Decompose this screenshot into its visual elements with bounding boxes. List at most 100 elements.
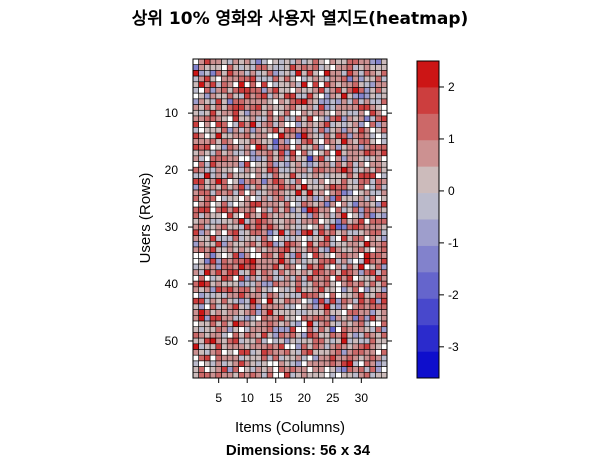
heatmap-cell <box>272 326 279 333</box>
heatmap-cell <box>289 337 297 345</box>
heatmap-cell <box>318 149 325 157</box>
heatmap-cell <box>301 360 308 367</box>
heatmap-cell <box>244 354 251 362</box>
heatmap-cell <box>380 172 388 179</box>
heatmap-cell <box>215 166 222 174</box>
heatmap-cell <box>352 315 359 322</box>
heatmap-cell <box>221 366 228 373</box>
heatmap-cell <box>226 172 234 179</box>
heatmap-cell <box>335 371 342 379</box>
heatmap-cell <box>346 75 354 83</box>
heatmap-cell <box>192 218 200 225</box>
heatmap-cell <box>346 189 354 197</box>
heatmap-cell <box>341 332 348 339</box>
heatmap-cell <box>198 292 205 299</box>
heatmap-cell <box>363 195 371 202</box>
heatmap-cell <box>238 75 245 83</box>
heatmap-cell <box>380 184 388 191</box>
heatmap-cell <box>249 132 257 140</box>
chart-title: 상위 10% 영화와 사용자 열지도(heatmap) <box>132 9 469 29</box>
heatmap-cell <box>363 354 371 362</box>
heatmap-cell <box>329 303 336 310</box>
heatmap-cell <box>283 349 291 356</box>
heatmap-cell <box>323 246 331 253</box>
heatmap-cell <box>272 121 279 128</box>
heatmap-cell <box>301 258 308 265</box>
heatmap-cell <box>346 280 354 288</box>
heatmap-cell <box>295 320 302 328</box>
heatmap-cell <box>255 235 262 242</box>
heatmap-cell <box>301 297 308 305</box>
heatmap-cell <box>221 184 228 191</box>
heatmap-cell <box>244 223 251 231</box>
heatmap-cell <box>380 70 388 77</box>
x-tick-label: 30 <box>355 391 369 405</box>
heatmap-cell <box>226 201 234 208</box>
heatmap-cell <box>335 115 342 122</box>
heatmap-cell <box>352 132 359 140</box>
heatmap-cell <box>352 172 359 179</box>
heatmap-cell <box>209 286 217 293</box>
heatmap-cell <box>363 172 371 179</box>
heatmap-cell <box>232 206 239 214</box>
heatmap-cell <box>380 229 388 236</box>
heatmap-cell <box>204 132 211 140</box>
plot-frame <box>192 58 388 379</box>
heatmap-cell <box>306 81 314 88</box>
heatmap-cell <box>226 115 234 122</box>
heatmap-cell <box>198 343 205 350</box>
heatmap-cell <box>255 144 262 151</box>
heatmap-cell <box>358 70 365 77</box>
heatmap-cell <box>289 201 297 208</box>
heatmap-cell <box>261 292 268 299</box>
heatmap-cell <box>198 269 205 276</box>
heatmap-cell <box>346 303 354 310</box>
heatmap-cell <box>346 292 354 299</box>
heatmap-cell <box>380 155 388 162</box>
heatmap-cell <box>363 70 371 77</box>
heatmap-cell <box>249 258 257 265</box>
heatmap-cell <box>272 87 279 94</box>
heatmap-cell <box>369 337 376 345</box>
heatmap-cell <box>204 81 211 88</box>
heatmap-cell <box>244 206 251 214</box>
heatmap-cell <box>272 75 279 83</box>
heatmap-cell <box>204 280 211 288</box>
heatmap-cell <box>369 166 376 174</box>
heatmap-cell <box>341 269 348 276</box>
heatmap-cell <box>301 366 308 373</box>
heatmap-cell <box>358 371 365 379</box>
heatmap-cell <box>232 81 239 88</box>
heatmap-cell <box>318 315 325 322</box>
heatmap-cell <box>363 269 371 276</box>
heatmap-cell <box>192 155 200 162</box>
heatmap-cell <box>266 212 274 219</box>
heatmap-cell <box>301 161 308 168</box>
heatmap-cell <box>346 206 354 214</box>
heatmap-cell <box>369 303 376 310</box>
heatmap-cell <box>221 286 228 293</box>
heatmap-cell <box>341 297 348 305</box>
heatmap-cell <box>329 366 336 373</box>
heatmap-cell <box>204 92 211 100</box>
heatmap-cell <box>312 201 319 208</box>
heatmap-cell <box>358 218 365 225</box>
heatmap-cell <box>306 144 314 151</box>
heatmap-cell <box>363 166 371 174</box>
heatmap-cell <box>192 206 200 214</box>
y-tick-label: 30 <box>165 220 179 234</box>
heatmap-cell <box>283 297 291 305</box>
heatmap-cell <box>375 297 382 305</box>
heatmap-cell <box>289 252 297 259</box>
heatmap-cell <box>204 246 211 253</box>
heatmap-cell <box>329 189 336 197</box>
heatmap-cell <box>329 349 336 356</box>
heatmap-cell <box>369 132 376 140</box>
heatmap-cell <box>209 212 217 219</box>
heatmap-cell <box>341 189 348 197</box>
heatmap-cell <box>318 229 325 236</box>
heatmap-cell <box>283 218 291 225</box>
heatmap-cell <box>312 195 319 202</box>
heatmap-cell <box>283 360 291 367</box>
heatmap-cell <box>329 172 336 179</box>
